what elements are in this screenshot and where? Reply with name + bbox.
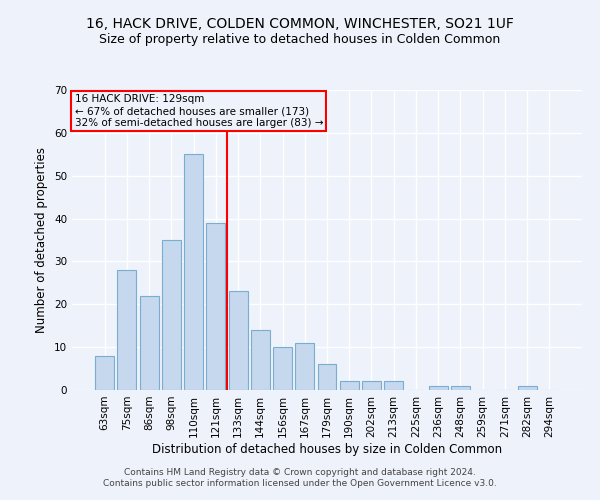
Text: 16, HACK DRIVE, COLDEN COMMON, WINCHESTER, SO21 1UF: 16, HACK DRIVE, COLDEN COMMON, WINCHESTE… [86, 18, 514, 32]
Text: Contains HM Land Registry data © Crown copyright and database right 2024.
Contai: Contains HM Land Registry data © Crown c… [103, 468, 497, 487]
Bar [140, 296, 158, 390]
Text: 16 HACK DRIVE: 129sqm
← 67% of detached houses are smaller (173)
32% of semi-det: 16 HACK DRIVE: 129sqm ← 67% of detached … [74, 94, 323, 128]
Text: Size of property relative to detached houses in Colden Common: Size of property relative to detached ho… [100, 32, 500, 46]
Bar [451, 386, 470, 390]
Bar [295, 343, 314, 390]
Y-axis label: Number of detached properties: Number of detached properties [35, 147, 49, 333]
Bar [362, 382, 381, 390]
Bar [518, 386, 536, 390]
Bar [229, 292, 248, 390]
Bar [95, 356, 114, 390]
Bar [340, 382, 359, 390]
Bar [317, 364, 337, 390]
Bar [429, 386, 448, 390]
Bar [273, 347, 292, 390]
Bar [206, 223, 225, 390]
X-axis label: Distribution of detached houses by size in Colden Common: Distribution of detached houses by size … [152, 442, 502, 456]
Bar [384, 382, 403, 390]
Bar [251, 330, 270, 390]
Bar [118, 270, 136, 390]
Bar [184, 154, 203, 390]
Bar [162, 240, 181, 390]
